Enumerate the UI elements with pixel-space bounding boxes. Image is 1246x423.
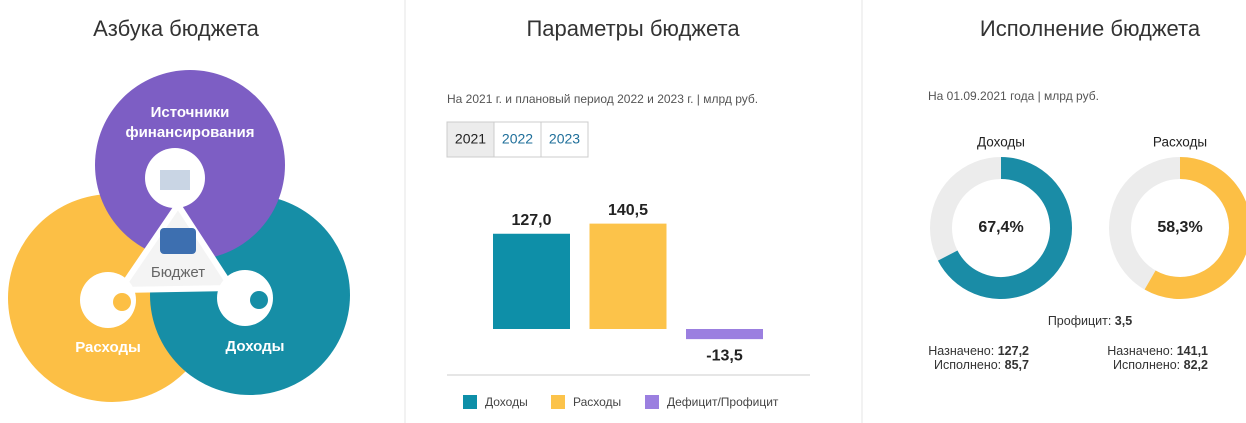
panel-title: Азбука бюджета	[93, 16, 260, 41]
legend-swatch	[551, 395, 565, 409]
value-label: 127,0	[511, 212, 551, 229]
legend-label: Расходы	[573, 395, 621, 409]
value-label: -13,5	[706, 347, 743, 364]
year-tabs: 2021 2022 2023	[446, 121, 589, 158]
coin-icon	[250, 291, 268, 309]
stat-value: 141,1	[1177, 344, 1208, 358]
donut-value: 58,3%	[1157, 219, 1202, 236]
icon-circle	[217, 270, 273, 326]
donut-arc	[1144, 157, 1246, 299]
surplus-label: Профицит:	[1048, 314, 1112, 328]
building-icon	[160, 170, 190, 190]
stat: Исполнено: 82,2	[1113, 358, 1208, 372]
venn-diagram[interactable]: Источники финансирования Бюджет Расходы …	[8, 70, 350, 402]
legend-label: Дефицит/Профицит	[667, 395, 779, 409]
stat-label: Назначено:	[1107, 344, 1173, 358]
stat-value: 127,2	[998, 344, 1029, 358]
coin-icon	[113, 293, 131, 311]
tab[interactable]	[540, 121, 589, 158]
donut-value: 67,4%	[978, 219, 1023, 236]
briefcase-icon	[160, 228, 196, 254]
circle-label: Расходы	[75, 339, 141, 356]
bar	[686, 329, 763, 340]
value-label: 140,5	[608, 202, 648, 219]
stat-value: 85,7	[1005, 358, 1029, 372]
stat: Назначено: 127,2	[928, 344, 1029, 358]
stat-label: Назначено:	[928, 344, 994, 358]
legend-swatch	[645, 395, 659, 409]
legend-label: Доходы	[485, 395, 528, 409]
circle-label: Источники	[151, 104, 230, 121]
tab-label: 2021	[455, 131, 486, 147]
tab-label: 2022	[502, 131, 533, 147]
surplus-value: 3,5	[1115, 314, 1132, 328]
donut-title: Доходы	[977, 135, 1025, 150]
bar	[493, 233, 570, 329]
donut-title: Расходы	[1153, 135, 1207, 150]
donut-arc	[937, 157, 1072, 299]
panel-title: Параметры бюджета	[526, 16, 740, 41]
icon-circle	[80, 272, 136, 328]
subtitle: На 2021 г. и плановый период 2022 и 2023…	[447, 92, 758, 106]
legend-swatch	[463, 395, 477, 409]
surplus: Профицит: 3,5	[1048, 314, 1132, 328]
panel-title: Исполнение бюджета	[980, 16, 1201, 41]
circle-label: Доходы	[226, 338, 285, 355]
circle-label: финансирования	[125, 124, 254, 141]
stat-label: Исполнено:	[1113, 358, 1180, 372]
stat: Исполнено: 85,7	[934, 358, 1029, 372]
stat: Назначено: 141,1	[1107, 344, 1208, 358]
stat-label: Исполнено:	[934, 358, 1001, 372]
tab-label: 2023	[549, 131, 580, 147]
stat-value: 82,2	[1184, 358, 1208, 372]
subtitle: На 01.09.2021 года | млрд руб.	[928, 89, 1099, 103]
center-label: Бюджет	[151, 264, 205, 281]
bar	[589, 223, 667, 329]
